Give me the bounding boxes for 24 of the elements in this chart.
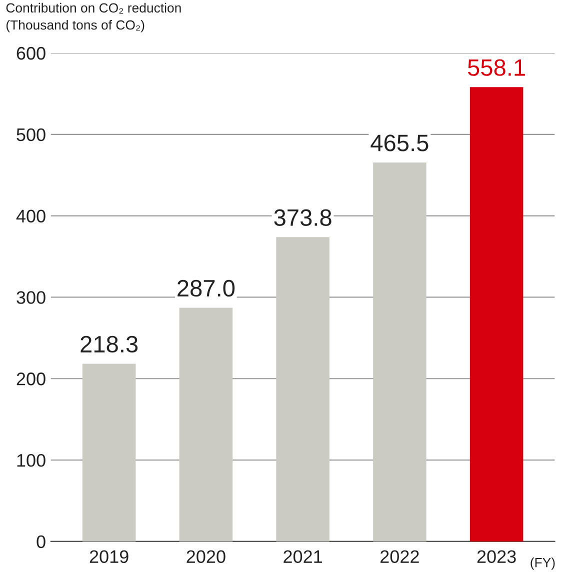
y-tick-label: 400 <box>16 210 46 223</box>
y-tick-label: 0 <box>36 535 46 548</box>
bar <box>373 162 426 542</box>
y-axis-title: Contribution on CO₂ reduction (Thousand tons of CO₂) <box>6 2 181 32</box>
text: (FY) <box>530 558 555 570</box>
bar <box>470 87 524 542</box>
data-label: 558.1 <box>468 59 525 76</box>
y-tick-label: 300 <box>16 291 46 304</box>
x-tick-label: 2023 <box>477 550 516 564</box>
x-tick-label: 2019 <box>90 550 128 564</box>
x-tick-label: 2020 <box>186 550 226 564</box>
x-tick-label: 2022 <box>380 550 419 564</box>
x-tick-label: 2021 <box>284 550 322 564</box>
bar <box>276 237 330 542</box>
data-label: 287.0 <box>178 280 235 297</box>
bar <box>179 308 233 542</box>
data-label: 373.8 <box>274 209 332 226</box>
y-tick-label: 500 <box>16 128 46 142</box>
data-label: 218.3 <box>80 336 138 353</box>
y-tick-label: 200 <box>16 372 46 386</box>
y-tick-label: 100 <box>17 454 46 467</box>
bar <box>82 364 136 542</box>
y-tick-label: 600 <box>16 46 46 60</box>
data-label: 465.5 <box>370 134 428 152</box>
